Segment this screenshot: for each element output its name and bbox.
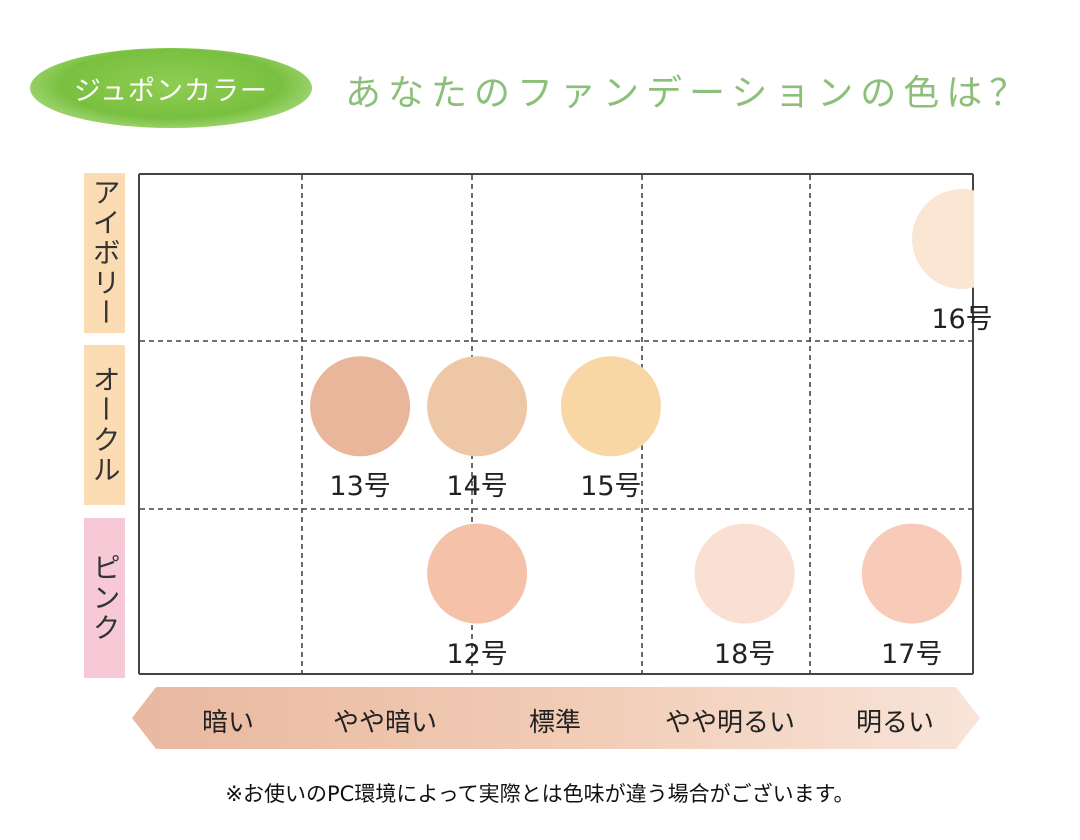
swatch-label: 17号 [881, 638, 943, 670]
shade-swatch [427, 356, 528, 457]
swatch-label: 16号 [931, 304, 993, 335]
disclaimer-note: ※お使いのPC環境によって実際とは色味が違う場合がございます。 [225, 782, 855, 806]
shade-swatch [912, 189, 974, 289]
shade-swatch [694, 523, 795, 624]
shade-chart [138, 173, 974, 675]
axis-label-slightly-light: やや明るい [664, 708, 795, 738]
axis-label-light: 明るい [855, 708, 934, 738]
row-label-ochre: オークル [88, 365, 122, 485]
badge-label: ジュポンカラー [73, 75, 269, 107]
shade-swatch [310, 356, 411, 457]
swatch-label: 13号 [329, 471, 391, 503]
row-tab-ochre: オークル [84, 345, 125, 505]
axis-label-slightly-dark: やや暗い [332, 708, 437, 738]
row-label-pink: ピンク [88, 553, 122, 643]
header-badge: ジュポンカラー [30, 48, 312, 128]
swatch-label: 18号 [713, 638, 776, 670]
shade-swatch [861, 523, 962, 624]
shade-swatch [427, 523, 528, 624]
page-title: あなたのファンデーションの色は？ [345, 73, 1033, 114]
axis-label-dark: 暗い [201, 708, 254, 738]
row-label-ivory: アイボリー [88, 178, 122, 328]
row-tab-ivory: アイボリー [84, 173, 125, 333]
swatch-label: 15号 [580, 471, 642, 503]
chart-svg [138, 173, 974, 675]
axis-label-standard: 標準 [528, 708, 581, 738]
brightness-axis-arrow [132, 687, 980, 749]
swatch-label: 12号 [446, 638, 508, 670]
row-tab-pink: ピンク [84, 518, 125, 678]
shade-swatch [560, 356, 661, 457]
swatch-label: 14号 [446, 471, 508, 503]
